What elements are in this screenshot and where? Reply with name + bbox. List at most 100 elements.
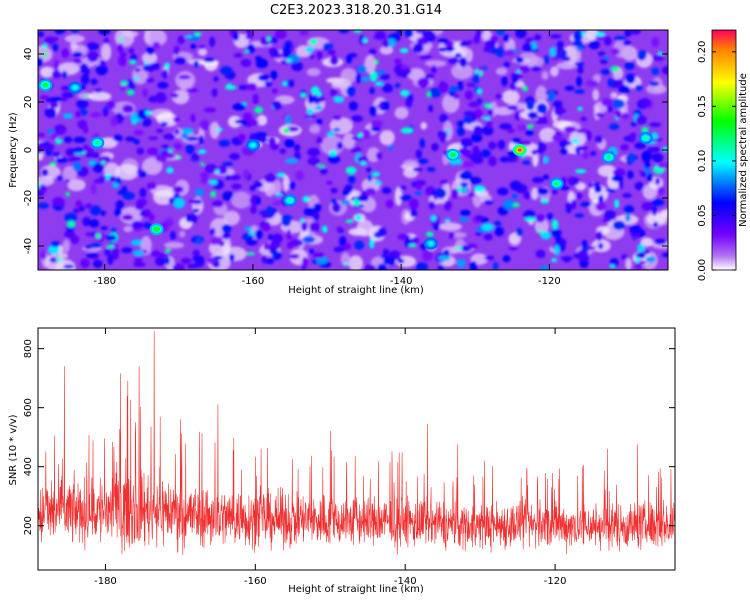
snr-y-axis-label: SNR (10 * v/v): [8, 414, 19, 485]
amplitude-blob: [610, 65, 620, 73]
amplitude-blob: [38, 202, 50, 209]
low-amplitude-patch: [100, 43, 112, 61]
amplitude-blob: [38, 31, 44, 38]
amplitude-blob: [396, 30, 402, 36]
amplitude-blob: [503, 34, 510, 43]
amplitude-blob: [190, 113, 196, 123]
spectrogram-panel: -180 -160 -140 -120 -40 -20 0 20 40 Height of s…: [8, 29, 669, 296]
amplitude-blob: [50, 96, 63, 103]
amplitude-blob: [300, 221, 308, 232]
amplitude-blob: [585, 130, 592, 142]
amplitude-blob: [613, 35, 627, 41]
amplitude-blob: [640, 171, 647, 177]
amplitude-blob: [512, 202, 520, 208]
amplitude-blob: [232, 103, 246, 111]
amplitude-blob: [482, 116, 491, 120]
amplitude-blob: [255, 196, 261, 205]
amplitude-blob: [82, 216, 91, 227]
amplitude-blob: [291, 61, 304, 72]
amplitude-blob: [641, 201, 655, 211]
amplitude-blob: [293, 150, 301, 161]
amplitude-blob: [305, 46, 315, 54]
hotspot: [43, 83, 48, 87]
x-tick-label: -140: [390, 276, 413, 287]
low-amplitude-patch: [610, 92, 618, 99]
amplitude-blob: [497, 187, 509, 196]
low-amplitude-patch: [394, 106, 409, 119]
amplitude-blob: [49, 257, 59, 263]
low-amplitude-patch: [420, 122, 427, 130]
amplitude-blob: [284, 138, 295, 148]
amplitude-blob: [41, 168, 49, 177]
amplitude-blob: [210, 190, 216, 198]
amplitude-blob: [198, 135, 205, 146]
amplitude-blob: [575, 192, 583, 200]
amplitude-blob: [56, 174, 64, 181]
amplitude-blob: [397, 258, 405, 264]
amplitude-blob: [570, 199, 577, 210]
amplitude-blob: [576, 250, 589, 261]
amplitude-blob: [53, 124, 67, 135]
amplitude-blob: [378, 100, 390, 112]
low-amplitude-patch: [309, 124, 321, 134]
amplitude-blob: [326, 131, 336, 137]
amplitude-blob: [474, 68, 479, 74]
hotspot: [451, 153, 456, 157]
amplitude-blob: [574, 213, 585, 218]
amplitude-blob: [419, 138, 425, 149]
amplitude-blob: [136, 147, 145, 155]
amplitude-blob: [428, 200, 436, 210]
amplitude-blob: [321, 225, 328, 233]
amplitude-blob: [122, 104, 134, 114]
amplitude-blob: [426, 91, 431, 98]
amplitude-blob: [79, 205, 85, 212]
amplitude-blob: [399, 70, 409, 78]
low-amplitude-patch: [356, 219, 374, 237]
amplitude-blob: [245, 35, 254, 40]
amplitude-blob: [634, 142, 646, 150]
amplitude-blob: [459, 216, 469, 222]
amplitude-blob: [509, 82, 517, 92]
amplitude-blob: [155, 128, 164, 134]
amplitude-blob: [316, 50, 323, 60]
amplitude-blob: [64, 178, 70, 184]
amplitude-blob: [276, 172, 286, 178]
colorbar: 0.00 0.05 0.10 0.15 0.20 Normalized spectral…: [697, 29, 749, 281]
colorbar-gradient: [711, 29, 737, 271]
amplitude-blob: [577, 106, 583, 111]
amplitude-blob: [316, 136, 324, 145]
low-amplitude-patch: [464, 48, 473, 63]
amplitude-blob: [456, 259, 466, 268]
amplitude-blob: [522, 160, 531, 165]
amplitude-blob: [40, 250, 47, 260]
amplitude-blob: [649, 122, 662, 127]
amplitude-blob: [312, 210, 320, 222]
amplitude-blob: [117, 190, 123, 195]
amplitude-blob: [625, 212, 631, 222]
amplitude-blob: [483, 199, 494, 205]
amplitude-blob: [394, 83, 401, 88]
amplitude-blob: [472, 155, 484, 164]
amplitude-blob: [204, 163, 218, 174]
amplitude-blob: [293, 144, 301, 152]
amplitude-blob: [458, 56, 468, 68]
amplitude-blob: [145, 46, 154, 55]
x-tick-label: -180: [93, 276, 116, 287]
low-amplitude-patch: [141, 157, 163, 175]
amplitude-blob: [506, 105, 519, 111]
amplitude-blob: [549, 34, 562, 39]
amplitude-blob: [536, 147, 543, 155]
amplitude-blob: [157, 81, 169, 89]
amplitude-blob: [576, 46, 583, 52]
amplitude-blob: [193, 60, 199, 68]
amplitude-blob: [252, 93, 259, 105]
amplitude-blob: [438, 255, 451, 261]
amplitude-blob: [480, 149, 491, 158]
amplitude-blob: [243, 169, 250, 180]
amplitude-blob: [133, 138, 140, 145]
amplitude-blob: [117, 43, 124, 53]
amplitude-blob: [44, 107, 57, 118]
amplitude-blob: [339, 236, 347, 247]
amplitude-blob: [186, 136, 199, 141]
amplitude-blob: [312, 252, 325, 259]
